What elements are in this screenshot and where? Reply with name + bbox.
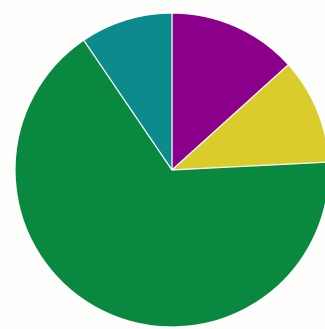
pie-slices [14, 12, 325, 328]
pie-slice-3 [14, 39, 325, 328]
pie-slice-1 [171, 12, 290, 171]
pie-slice-4 [83, 12, 173, 171]
pie-slice-2 [171, 64, 325, 171]
